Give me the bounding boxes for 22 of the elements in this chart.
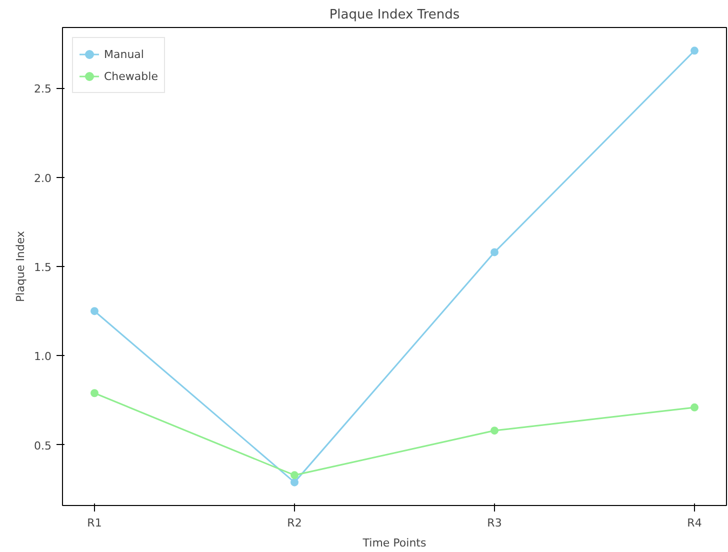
legend-label: Chewable (104, 70, 158, 82)
x-tick-label: R2 (287, 516, 302, 530)
x-tick-label: R4 (687, 516, 702, 530)
point (90, 307, 98, 316)
chart-title: Plaque Index Trends (329, 8, 460, 22)
x-tick-label: R1 (87, 516, 102, 530)
point (690, 46, 698, 55)
y-tick-label: 1.0 (34, 350, 52, 364)
point (290, 471, 298, 480)
point (290, 478, 298, 486)
y-tick-label: 0.5 (34, 439, 52, 452)
point (90, 389, 98, 398)
y-axis-title: Plaque Index (14, 230, 28, 302)
point (490, 426, 498, 435)
y-tick-label: 2.0 (34, 172, 52, 185)
point (490, 248, 498, 256)
x-tick-label: R3 (487, 516, 502, 530)
x-axis-title: Time Points (362, 536, 426, 550)
legend-label: Manual (104, 48, 144, 60)
y-tick-label: 1.5 (34, 261, 52, 274)
point (690, 403, 698, 412)
y-tick-label: 2.5 (34, 82, 52, 96)
